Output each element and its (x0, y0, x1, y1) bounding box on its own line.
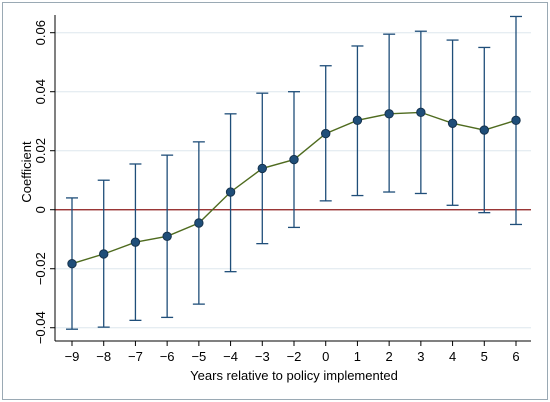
x-tick-label: −9 (65, 349, 80, 364)
x-tick-label: 4 (449, 349, 456, 364)
x-axis-title: Years relative to policy implemented (190, 368, 398, 383)
coefficient-point (225, 187, 236, 197)
coefficient-point (352, 115, 363, 126)
coefficient-point (99, 249, 109, 259)
coefficient-points (67, 107, 521, 269)
coefficient-point (384, 109, 394, 119)
confidence-intervals (66, 15, 522, 330)
coefficient-point (479, 125, 489, 135)
coefficient-point (162, 231, 172, 241)
y-tick-label: 0 (33, 206, 48, 213)
coefficient-point (130, 237, 141, 247)
y-tick-label: 0.02 (33, 138, 48, 163)
coefficient-point (416, 107, 426, 118)
coefficient-point (257, 163, 267, 174)
y-axis-title: Coefficient (19, 141, 34, 203)
gridlines (55, 32, 531, 329)
x-tick-label: 5 (481, 349, 488, 364)
coefficient-point (511, 115, 521, 126)
x-tick-label: 1 (354, 349, 361, 364)
x-tick-label: 0 (322, 349, 329, 364)
x-tick-label: −7 (128, 349, 143, 364)
axes: −0.04 −0.02 0 0.02 0.04 0.06 −9 −8 −7 −6 −5 −4 −3 −2 0… (33, 15, 531, 364)
x-tick-label: −4 (223, 349, 238, 364)
x-tick-label: −2 (287, 349, 302, 364)
y-tick-label: 0.06 (33, 20, 48, 45)
coefficient-point (194, 218, 204, 228)
coefficient-point (321, 128, 331, 139)
x-tick-label: −6 (160, 349, 175, 364)
x-tick-label: 6 (512, 349, 519, 364)
x-tick-label: −8 (96, 349, 111, 364)
coefficient-point (289, 154, 299, 165)
x-tick-label: −5 (191, 349, 206, 364)
coefficient-point (67, 259, 77, 269)
y-tick-label: −0.04 (33, 311, 48, 344)
x-tick-label: 2 (386, 349, 393, 364)
coefficient-point (447, 118, 458, 128)
y-tick-label: 0.04 (33, 79, 48, 104)
x-tick-label: 3 (417, 349, 424, 364)
x-tick-label: −3 (255, 349, 270, 364)
y-tick-label: −0.02 (33, 252, 48, 285)
